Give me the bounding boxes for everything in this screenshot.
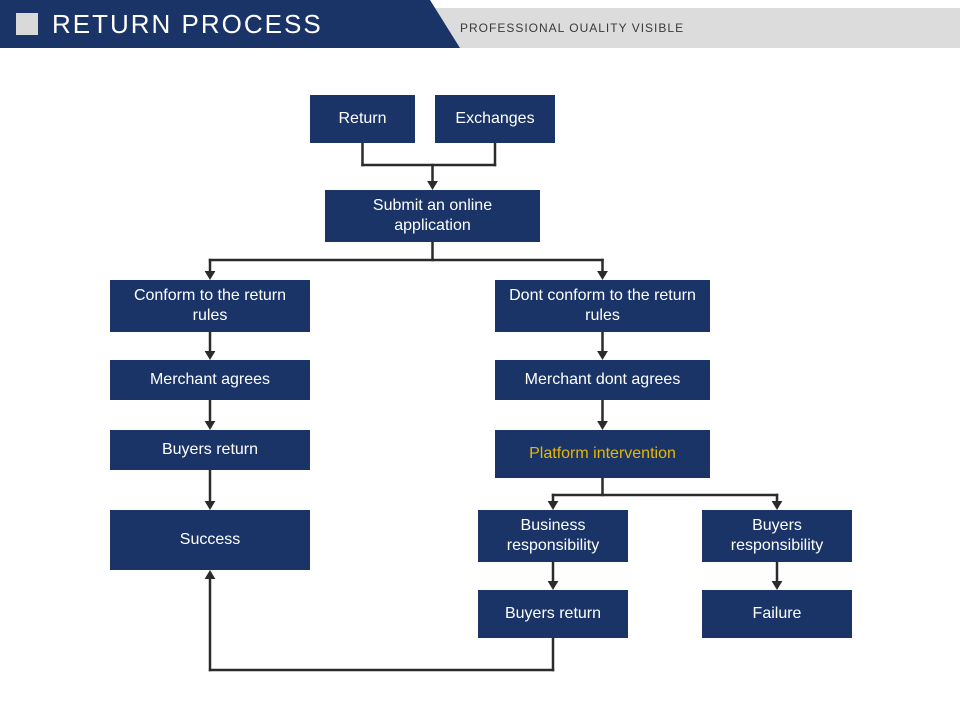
flow-node-platform: Platform intervention	[495, 430, 710, 478]
flow-node-submit: Submit an online application	[325, 190, 540, 242]
header-title: RETURN PROCESS	[52, 9, 323, 40]
flow-node-failure: Failure	[702, 590, 852, 638]
flow-node-buyers_resp: Buyers responsibility	[702, 510, 852, 562]
flow-node-m_agree: Merchant agrees	[110, 360, 310, 400]
flow-node-return: Return	[310, 95, 415, 143]
flow-node-success: Success	[110, 510, 310, 570]
flow-node-biz_resp: Business responsibility	[478, 510, 628, 562]
flow-node-buyers_ret_r: Buyers return	[478, 590, 628, 638]
flowchart-canvas: Return Exchanges Submit an online applicat…	[0, 50, 960, 720]
header-subtitle: PROFESSIONAL OUALITY VISIBLE	[460, 8, 684, 48]
flow-node-buyers_ret_l: Buyers return	[110, 430, 310, 470]
flow-node-m_dont: Merchant dont agrees	[495, 360, 710, 400]
flow-node-dont_conform: Dont conform to the return rules	[495, 280, 710, 332]
page-header: RETURN PROCESS PROFESSIONAL OUALITY VISI…	[0, 0, 960, 50]
header-square-icon	[16, 13, 38, 35]
header-title-block: RETURN PROCESS	[0, 0, 430, 48]
flow-node-exchanges: Exchanges	[435, 95, 555, 143]
flow-node-conform: Conform to the return rules	[110, 280, 310, 332]
